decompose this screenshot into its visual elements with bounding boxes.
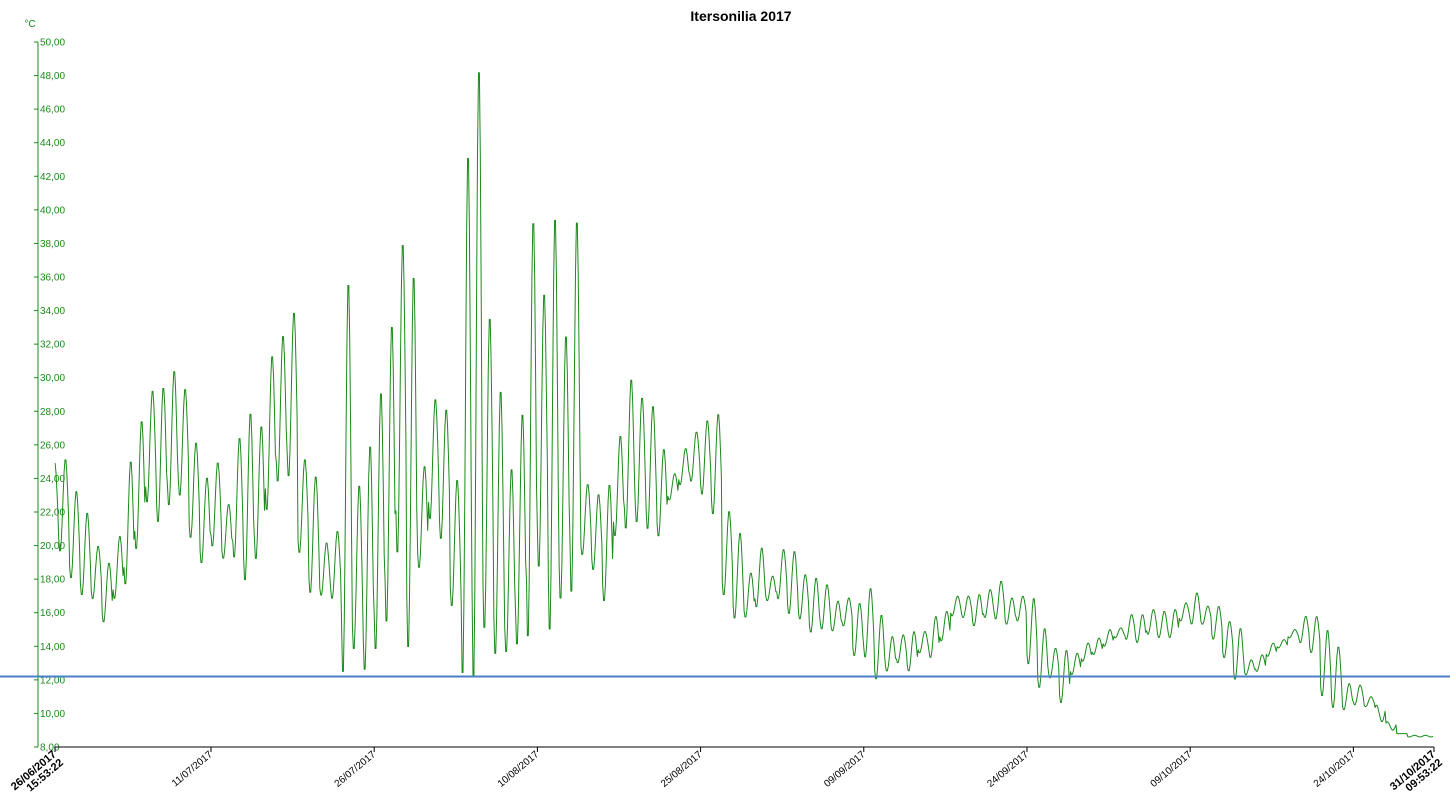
y-tick-label: 14,00 [40,642,65,653]
y-tick-label: 28,00 [40,407,65,418]
x-tick-label: 10/08/2017 [496,749,542,790]
x-tick-label-group: 09/10/2017 [1149,749,1195,790]
x-tick-label-group: 24/10/2017 [1312,749,1358,790]
x-tick-label-group: 26/07/2017 [333,749,379,790]
y-tick-label: 10,00 [40,709,65,720]
x-tick-label: 11/07/2017 [170,749,215,789]
x-tick-label: 09/10/2017 [1149,749,1195,790]
temperature-series-line [54,72,1434,738]
y-axis: 8,00 10,00 12,00 14,00 16,00 18,00 20,00 22,00 2… [34,38,65,754]
y-tick-label: 38,00 [40,239,65,250]
x-tick-label: 25/08/2017 [659,749,705,790]
y-tick-label: 44,00 [40,138,65,149]
x-tick-label: 24/09/2017 [985,749,1031,790]
y-tick-label: 36,00 [40,273,65,284]
x-tick-label-group: 25/08/2017 [659,749,705,790]
y-tick-label: 24,00 [40,474,65,485]
x-tick-label: 26/07/2017 [333,749,379,790]
y-tick-label: 18,00 [40,575,65,586]
y-tick-label: 46,00 [40,105,65,116]
x-tick-label: 24/10/2017 [1312,749,1358,790]
y-tick-label: 50,00 [40,38,65,49]
y-tick-label: 30,00 [40,373,65,384]
y-tick-label: 40,00 [40,205,65,216]
plot-area [0,72,1450,738]
y-tick-label: 42,00 [40,172,65,183]
chart-title: Itersonilia 2017 [690,8,791,24]
y-axis-unit-label: °C [24,19,35,30]
y-tick-label: 16,00 [40,608,65,619]
x-tick-label-group: 09/09/2017 [822,749,868,790]
y-tick-label: 48,00 [40,71,65,82]
y-tick-label: 8,00 [40,743,60,754]
y-tick-label: 26,00 [40,440,65,451]
x-tick-label-group: 11/07/2017 [170,749,215,789]
x-tick-label-group: 10/08/2017 [496,749,542,790]
y-tick-label: 32,00 [40,340,65,351]
y-tick-label: 22,00 [40,508,65,519]
x-tick-label: 09/09/2017 [822,749,868,790]
y-tick-label: 20,00 [40,541,65,552]
y-tick-label: 34,00 [40,306,65,317]
x-tick-label-group: 24/09/2017 [985,749,1031,790]
y-tick-label: 12,00 [40,675,65,686]
